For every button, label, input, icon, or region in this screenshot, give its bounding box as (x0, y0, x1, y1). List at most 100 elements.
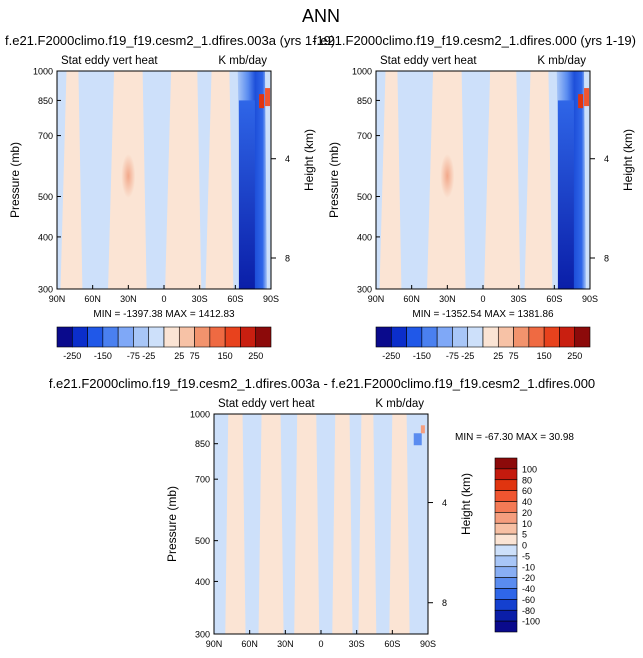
colorbar-swatch (375, 326, 392, 348)
y2-axis-label: Height (km) (459, 473, 473, 535)
y2-tick-label: 4 (285, 154, 290, 164)
colorbar-label: -250 (382, 351, 400, 361)
panel-title: f.e21.F2000climo.f19_f19.cesm2_1.dfires.… (49, 376, 595, 391)
colorbar-swatch (240, 326, 257, 348)
colorbar-swatch (494, 533, 518, 546)
colorbar-swatch (494, 566, 518, 578)
x-tick-label: 30S (511, 294, 527, 304)
warm-spot-area (259, 94, 265, 109)
left-subtitle: Stat eddy vert heat (61, 55, 158, 67)
colorbar-swatch (482, 326, 499, 348)
colorbar-swatch (467, 326, 484, 348)
y-tick-label: 500 (357, 192, 372, 202)
y-tick-label: 850 (195, 439, 210, 449)
colorbar-label: 150 (537, 351, 552, 361)
y2-axis-label: Height (km) (621, 129, 635, 191)
colorbar-label: -20 (522, 573, 535, 583)
x-tick-label: 0 (318, 639, 323, 649)
min-max-label: MIN = -1397.38 MAX = 1412.83 (93, 309, 235, 320)
cold-deep-area (238, 100, 255, 289)
warm-band (258, 414, 284, 634)
colorbar-swatch (543, 326, 560, 348)
colorbar-swatch (255, 326, 272, 348)
colorbar-swatch (494, 609, 518, 622)
y2-tick-label: 8 (442, 598, 447, 608)
colorbar-label: 75 (190, 351, 200, 361)
right-subtitle: K mb/day (375, 398, 424, 410)
warm-band (60, 71, 83, 289)
colorbar-swatch (494, 490, 518, 502)
warm-band (205, 71, 234, 289)
colorbar-label: 60 (522, 486, 532, 496)
right-subtitle: K mb/day (218, 55, 267, 67)
min-max-label: MIN = -1352.54 MAX = 1381.86 (412, 309, 554, 320)
y-tick-label: 400 (357, 232, 372, 242)
colorbar-swatch (56, 326, 73, 348)
colorbar-swatch (494, 588, 518, 600)
colorbar-label: 40 (522, 497, 532, 507)
colorbar-swatch (390, 326, 407, 348)
x-tick-label: 60N (241, 639, 258, 649)
colorbar-swatch (494, 620, 518, 633)
colorbar-label: -150 (94, 351, 112, 361)
warm-band (484, 71, 521, 289)
warm-band (379, 71, 402, 289)
y-tick-label: 400 (38, 232, 53, 242)
x-tick-label: 30N (277, 639, 294, 649)
y-tick-label: 500 (195, 536, 210, 546)
warm-band (358, 414, 377, 634)
x-tick-label: 60S (227, 294, 243, 304)
min-max-label: MIN = -67.30 MAX = 30.98 (455, 432, 574, 443)
x-tick-label: 90S (582, 294, 598, 304)
colorbar: -250 -150 -75 -25 25 75 150 250 (375, 326, 591, 361)
colorbar-swatch (494, 512, 518, 524)
warm-spot-area (420, 425, 425, 434)
warm-band (165, 71, 202, 289)
colorbar-label: -75 (446, 351, 459, 361)
colorbar-label: 25 (493, 351, 503, 361)
warm-spot-area (584, 88, 590, 107)
right-subtitle: K mb/day (537, 55, 586, 67)
colorbar-swatch (494, 544, 518, 557)
colorbar-swatch (209, 326, 226, 348)
colorbar-swatch (452, 326, 469, 348)
colorbar-label: -80 (522, 606, 535, 616)
x-tick-label: 30S (192, 294, 208, 304)
colorbar-label: -250 (63, 351, 81, 361)
y-tick-label: 700 (38, 131, 53, 141)
colorbar-swatch (559, 326, 576, 348)
colorbar-label: 150 (218, 351, 233, 361)
y2-tick-label: 4 (442, 498, 447, 508)
x-tick-label: 0 (161, 294, 166, 304)
y-tick-label: 700 (357, 131, 372, 141)
colorbar-label: 20 (522, 508, 532, 518)
y-tick-label: 300 (357, 285, 372, 295)
colorbar-swatch (528, 326, 545, 348)
x-tick-label: 30S (349, 639, 365, 649)
y-tick-label: 300 (195, 630, 210, 640)
y2-tick-label: 4 (604, 154, 609, 164)
colorbar-label: -25 (142, 351, 155, 361)
colorbar-label: 100 (522, 464, 537, 474)
colorbar-label: 5 (522, 530, 527, 540)
x-tick-label: 60N (84, 294, 101, 304)
x-tick-label: 0 (480, 294, 485, 304)
colorbar-swatch (494, 555, 518, 568)
x-tick-label: 90S (263, 294, 279, 304)
y-tick-label: 500 (38, 192, 53, 202)
y-tick-label: 300 (38, 285, 53, 295)
y-tick-label: 1000 (33, 67, 53, 77)
colorbar-swatch (513, 326, 530, 348)
colorbar-swatch (194, 326, 211, 348)
y2-tick-label: 8 (604, 254, 609, 264)
colorbar-swatch (494, 479, 518, 491)
colorbar-label: 250 (248, 351, 263, 361)
colorbar-swatch (574, 326, 591, 348)
colorbar-label: -150 (413, 351, 431, 361)
warm-band (524, 71, 553, 289)
y-axis-label: Pressure (mb) (327, 142, 341, 218)
x-tick-label: 30N (120, 294, 137, 304)
y-axis-label: Pressure (mb) (8, 142, 22, 218)
warm-spot-area (265, 88, 271, 107)
